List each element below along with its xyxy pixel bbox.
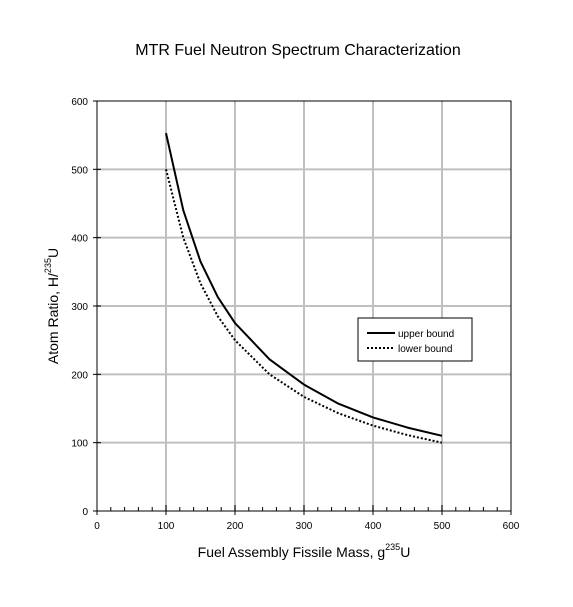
- y-tick-label: 300: [71, 302, 88, 313]
- legend: upper bound lower bound: [357, 317, 473, 362]
- y-tick-label: 400: [71, 234, 88, 245]
- y-tick-label: 0: [82, 507, 88, 518]
- x-tick-label: 300: [296, 521, 313, 532]
- legend-label-upper-bound: upper bound: [398, 329, 454, 340]
- x-tick-label: 200: [227, 521, 244, 532]
- x-tick-label: 500: [434, 521, 451, 532]
- y-tick-label: 200: [71, 370, 88, 381]
- y-axis-label-superscript: 235: [43, 258, 53, 273]
- ticks-layer: 0 100 200 300 400 500 600 0 100 200 300 400 500 600: [71, 97, 519, 532]
- y-tick-label: 500: [71, 165, 88, 176]
- grid-layer: [97, 101, 511, 511]
- x-tick-label: 400: [365, 521, 382, 532]
- y-axis-label: Atom Ratio, H/235U: [43, 248, 61, 364]
- y-tick-label: 600: [71, 97, 88, 108]
- x-tick-label: 0: [94, 521, 100, 532]
- x-axis-label-main: Fuel Assembly Fissile Mass, g: [198, 544, 386, 560]
- series-line-upper-bound: [165, 132, 443, 437]
- x-axis-label: Fuel Assembly Fissile Mass, g235U: [198, 542, 411, 560]
- x-axis-label-suffix: U: [400, 544, 410, 560]
- x-tick-label: 600: [503, 521, 520, 532]
- y-axis-label-suffix: U: [45, 248, 61, 258]
- legend-label-lower-bound: lower bound: [398, 344, 452, 355]
- chart-title: MTR Fuel Neutron Spectrum Characterizati…: [135, 42, 460, 59]
- series-layer: [165, 132, 443, 444]
- x-axis-label-superscript: 235: [385, 542, 400, 552]
- y-axis-label-main: Atom Ratio, H/: [45, 273, 61, 364]
- x-tick-label: 100: [158, 521, 175, 532]
- y-tick-label: 100: [71, 439, 88, 450]
- legend-box: [357, 317, 473, 362]
